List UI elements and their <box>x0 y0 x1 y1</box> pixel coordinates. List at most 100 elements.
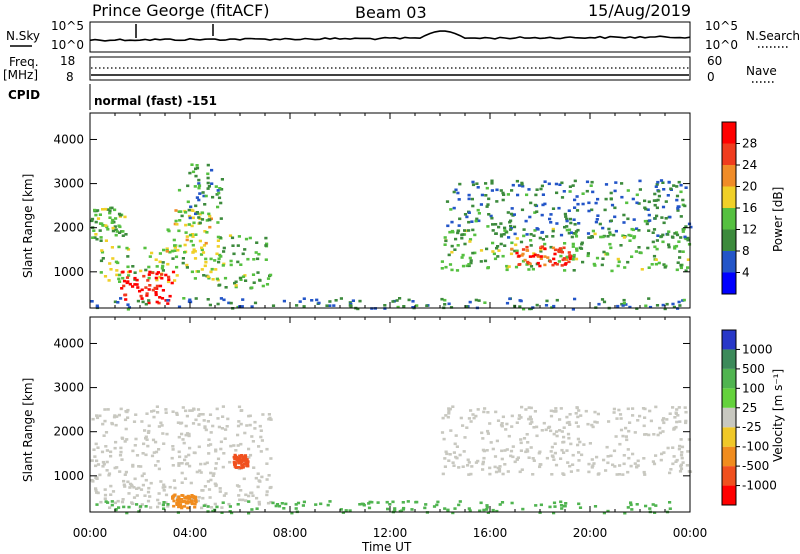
echo-cell <box>194 167 198 171</box>
echo-cell <box>168 250 172 254</box>
echo-cell <box>201 191 205 194</box>
echo-cell <box>96 463 101 466</box>
echo-cell <box>256 472 260 475</box>
echo-cell <box>492 252 496 256</box>
echo-cell <box>106 408 110 411</box>
echo-cell <box>191 235 195 238</box>
echo-cell <box>602 250 606 254</box>
echo-cell <box>481 462 485 466</box>
echo-cell <box>606 461 610 465</box>
echo-cell <box>140 420 144 423</box>
echo-cell <box>222 452 226 455</box>
echo-cell <box>110 503 114 507</box>
velocity-cbar-label: Velocity [m s⁻¹] <box>771 369 785 462</box>
echo-cell <box>524 450 528 454</box>
colorbar-tick-label: 4 <box>742 266 750 280</box>
echo-cell <box>204 241 208 245</box>
echo-cell <box>349 302 353 306</box>
echo-cell <box>626 506 630 509</box>
x-tick-label: 04:00 <box>173 526 208 540</box>
echo-cell <box>655 183 659 186</box>
echo-cell <box>652 433 656 436</box>
echo-cell <box>103 275 108 278</box>
time-axis-title: Time UT <box>361 540 412 554</box>
echo-cell <box>180 214 184 218</box>
echo-cell <box>522 234 526 238</box>
echo-cell <box>222 250 226 253</box>
echo-cell <box>183 251 187 254</box>
echo-cell <box>181 406 185 409</box>
echo-cell <box>192 407 196 411</box>
echo-cell <box>686 236 690 240</box>
echo-cell <box>234 280 238 284</box>
echo-cell <box>246 461 250 465</box>
freq-panel-frame <box>89 56 691 81</box>
echo-cell <box>586 252 590 255</box>
echo-cell <box>500 501 505 504</box>
echo-cell <box>568 464 572 468</box>
echo-cell <box>158 260 162 264</box>
noise-left-tick-top: 10^5 <box>51 19 84 33</box>
echo-cell <box>585 189 589 193</box>
echo-cell <box>198 192 202 195</box>
echo-cell <box>486 225 490 228</box>
echo-cell <box>158 296 162 299</box>
echo-cell <box>185 238 189 242</box>
echo-cell <box>177 188 182 192</box>
echo-cell <box>315 298 319 302</box>
echo-cell <box>241 275 246 278</box>
echo-cell <box>579 247 584 250</box>
echo-cell <box>551 207 556 210</box>
echo-cell <box>553 252 557 256</box>
echo-cell <box>616 304 620 308</box>
echo-cell <box>671 236 675 239</box>
echo-cell <box>446 509 450 512</box>
echo-cell <box>620 195 624 199</box>
echo-cell <box>184 455 188 458</box>
echo-cell <box>635 307 639 310</box>
echo-cell <box>652 228 657 231</box>
echo-cell <box>102 462 106 466</box>
echo-cell <box>654 504 658 507</box>
echo-cell <box>520 254 524 257</box>
echo-cell <box>533 253 537 257</box>
echo-cell <box>251 440 255 443</box>
echo-cell <box>254 476 258 480</box>
echo-cell <box>154 440 158 444</box>
echo-cell <box>194 174 198 178</box>
echo-cell <box>655 247 659 251</box>
echo-cell <box>222 262 226 266</box>
echo-cell <box>550 445 554 449</box>
echo-cell <box>118 280 122 283</box>
echo-cell <box>667 181 671 184</box>
echo-cell <box>121 498 125 501</box>
echo-cell <box>529 239 533 242</box>
echo-cell <box>206 172 210 176</box>
echo-cell <box>174 219 178 223</box>
colorbar-tick-label: 100 <box>742 381 765 395</box>
echo-cell <box>454 434 458 437</box>
echo-cell <box>261 413 265 416</box>
echo-cell <box>588 236 592 239</box>
echo-cell <box>125 511 129 515</box>
echo-cell <box>210 168 214 172</box>
echo-cell <box>456 244 460 247</box>
echo-cell <box>383 304 387 307</box>
echo-cell <box>106 501 110 504</box>
echo-cell <box>569 231 573 234</box>
colorbar-segment <box>722 466 736 486</box>
echo-cell <box>173 222 177 226</box>
echo-cell <box>136 286 140 289</box>
echo-cell <box>567 420 571 424</box>
echo-cell <box>541 193 545 196</box>
echo-cell <box>219 447 223 451</box>
echo-cell <box>502 193 506 196</box>
echo-cell <box>145 412 149 415</box>
echo-cell <box>488 422 492 425</box>
power-cbar-label: Power [dB] <box>771 187 785 252</box>
echo-cell <box>244 499 248 502</box>
echo-cell <box>339 297 343 300</box>
echo-cell <box>184 424 188 428</box>
echo-cell <box>516 193 520 197</box>
echo-cell <box>132 496 137 499</box>
